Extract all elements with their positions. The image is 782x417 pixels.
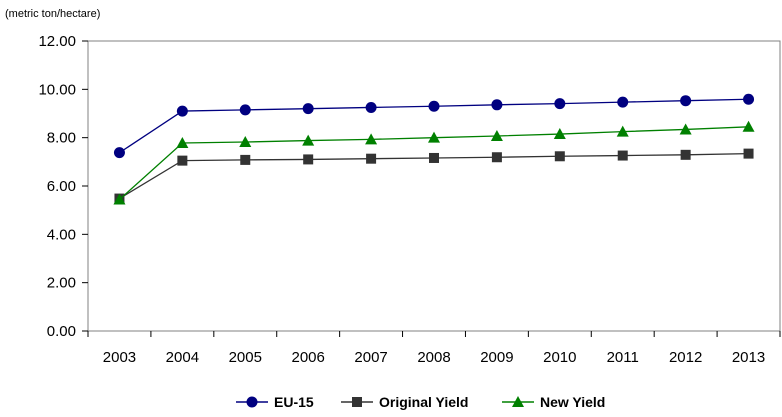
data-point bbox=[240, 154, 251, 165]
legend-label: EU-15 bbox=[274, 394, 314, 410]
legend-entry: New Yield bbox=[502, 394, 605, 410]
units-label: (metric ton/hectare) bbox=[5, 8, 100, 20]
data-point bbox=[742, 120, 755, 132]
data-point bbox=[113, 147, 125, 159]
x-tick-label: 2004 bbox=[166, 349, 199, 366]
legend-entry: Original Yield bbox=[341, 394, 468, 410]
data-point bbox=[177, 155, 188, 166]
data-point bbox=[679, 123, 692, 135]
y-tick-label: 4.00 bbox=[47, 226, 76, 243]
data-point bbox=[429, 152, 439, 163]
y-tick-label: 0.00 bbox=[47, 323, 76, 340]
y-tick-label: 2.00 bbox=[47, 275, 76, 292]
data-point bbox=[617, 150, 628, 161]
legend-entry: EU-15 bbox=[236, 394, 314, 410]
data-point bbox=[366, 153, 377, 164]
data-point bbox=[302, 134, 315, 146]
legend: EU-15 Original Yield New Yield bbox=[236, 394, 605, 410]
x-tick-label: 2010 bbox=[543, 349, 576, 366]
y-tick-label: 6.00 bbox=[47, 178, 76, 195]
data-point bbox=[680, 149, 691, 160]
series-0 bbox=[113, 93, 755, 159]
data-point bbox=[616, 125, 629, 137]
x-tick-label: 2013 bbox=[732, 349, 765, 366]
plot-area bbox=[87, 40, 781, 332]
legend-marker bbox=[246, 396, 258, 408]
series-2 bbox=[113, 120, 755, 205]
data-point bbox=[303, 154, 314, 165]
data-point bbox=[365, 101, 377, 113]
y-axis: 0.00 2.00 4.00 6.00 8.00 10.00 12.00 bbox=[38, 33, 88, 340]
data-point bbox=[365, 133, 378, 145]
data-point bbox=[680, 95, 692, 107]
y-tick-label: 10.00 bbox=[38, 81, 76, 98]
data-point bbox=[490, 129, 503, 141]
x-tick-label: 2006 bbox=[291, 349, 324, 366]
x-tick-label: 2012 bbox=[669, 349, 702, 366]
data-point bbox=[176, 136, 189, 148]
data-point bbox=[617, 96, 629, 108]
data-point bbox=[302, 103, 314, 115]
y-tick-label: 12.00 bbox=[38, 33, 76, 50]
series-1 bbox=[114, 148, 754, 204]
legend-marker bbox=[352, 397, 362, 407]
legend-marker bbox=[512, 396, 524, 407]
data-point bbox=[113, 193, 126, 205]
data-point bbox=[428, 100, 440, 112]
data-point bbox=[239, 136, 252, 148]
x-axis: 2003 2004 2005 2006 2007 2008 2009 2010 2011 2012… bbox=[87, 331, 781, 366]
x-tick-label: 2008 bbox=[417, 349, 450, 366]
x-tick-label: 2009 bbox=[480, 349, 513, 366]
x-tick-label: 2007 bbox=[354, 349, 387, 366]
data-point bbox=[491, 99, 503, 111]
legend-label: Original Yield bbox=[379, 394, 468, 410]
data-point bbox=[491, 152, 502, 163]
data-point bbox=[428, 131, 440, 143]
data-point bbox=[743, 148, 754, 159]
x-tick-label: 2003 bbox=[103, 349, 136, 366]
y-tick-label: 8.00 bbox=[47, 130, 76, 147]
data-point bbox=[553, 128, 566, 140]
legend-label: New Yield bbox=[540, 394, 605, 410]
data-point bbox=[176, 105, 188, 117]
x-tick-label: 2011 bbox=[607, 349, 639, 366]
series-layer bbox=[113, 93, 755, 205]
data-point bbox=[554, 98, 566, 110]
x-tick-label: 2005 bbox=[229, 349, 262, 366]
data-point bbox=[554, 151, 565, 162]
data-point bbox=[239, 104, 251, 116]
data-point bbox=[743, 93, 755, 105]
